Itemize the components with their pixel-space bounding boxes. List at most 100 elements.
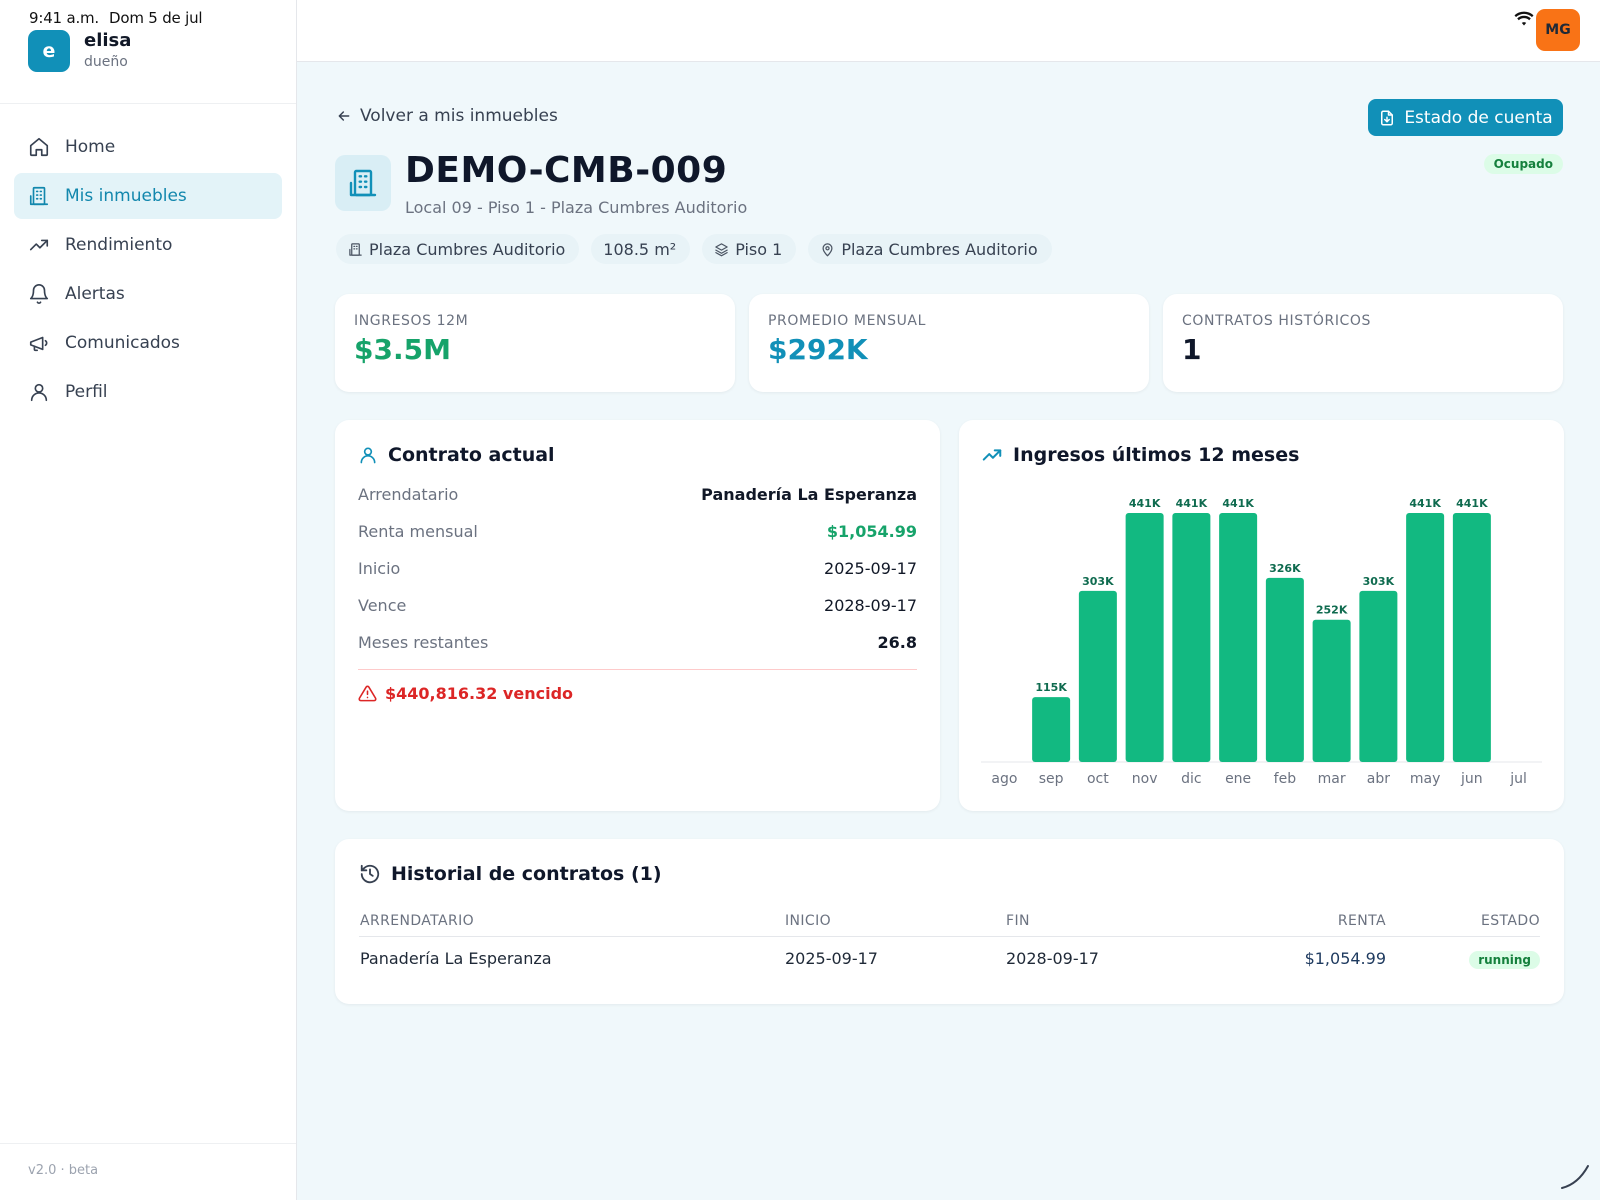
sidebar-item-label: Home	[65, 137, 116, 157]
bell-icon	[29, 284, 49, 305]
cell-start: 2025-09-17	[785, 949, 878, 968]
stat-label: CONTRATOS HISTÓRICOS	[1182, 313, 1372, 329]
row-value: 26.8	[877, 633, 917, 652]
stat-card-income: INGRESOS 12M $3.5M	[335, 294, 735, 392]
arrow-left-icon	[338, 111, 350, 121]
sidebar-item-home[interactable]: Home	[14, 124, 282, 170]
contract-row-end: Vence 2028-09-17	[358, 587, 917, 624]
top-bar: MG	[297, 0, 1600, 62]
building-icon	[29, 186, 49, 206]
file-download-icon	[1381, 110, 1394, 125]
contract-row-start: Inicio 2025-09-17	[358, 550, 917, 587]
contract-history-card: Historial de contratos (1) ARRENDATARIO …	[335, 839, 1564, 1004]
divider	[358, 669, 917, 670]
sidebar-item-label: Comunicados	[65, 333, 180, 353]
chart-bar-abr[interactable]	[1359, 590, 1398, 762]
chart-bar-sep[interactable]	[1032, 697, 1071, 762]
chart-bar-jun[interactable]	[1452, 513, 1491, 762]
sidebar-item-rendimiento[interactable]: Rendimiento	[14, 222, 282, 268]
chart-bar-may[interactable]	[1406, 513, 1445, 762]
column-header: ESTADO	[1481, 913, 1540, 929]
trending-up-icon	[29, 239, 49, 251]
card-title: Contrato actual	[358, 444, 917, 466]
sidebar-divider	[0, 103, 296, 104]
chip-area: 108.5 m²	[591, 234, 691, 264]
sidebar-item-alertas[interactable]: Alertas	[14, 271, 282, 317]
chart-bar-nov[interactable]	[1125, 513, 1164, 762]
user-avatar: e	[28, 30, 70, 72]
status-badge: running	[1469, 951, 1540, 969]
profile-avatar[interactable]: MG	[1536, 9, 1580, 51]
chart-bar-feb[interactable]	[1265, 577, 1304, 762]
back-link-label: Volver a mis inmuebles	[360, 106, 558, 126]
row-value: 2028-09-17	[824, 596, 917, 615]
sidebar-item-perfil[interactable]: Perfil	[14, 369, 282, 415]
current-contract-card: Contrato actual Arrendatario Panadería L…	[335, 420, 940, 811]
contract-row-tenant: Arrendatario Panadería La Esperanza	[358, 476, 917, 513]
back-link[interactable]: Volver a mis inmuebles	[336, 106, 558, 126]
history-table: ARRENDATARIO INICIO FIN RENTA ESTADO Pan…	[359, 905, 1540, 979]
chart-data-label: 115K	[1035, 681, 1067, 694]
row-label: Meses restantes	[358, 633, 489, 652]
sidebar-nav: Home Mis inmuebles Rendimiento Alertas C…	[14, 124, 282, 418]
overdue-alert: $440,816.32 vencido	[358, 684, 917, 703]
property-chips: Plaza Cumbres Auditorio 108.5 m² Piso 1 …	[336, 234, 1064, 264]
table-row[interactable]: Panadería La Esperanza 2025-09-17 2028-0…	[359, 937, 1540, 979]
overdue-amount: $440,816.32 vencido	[385, 684, 574, 703]
page-subtitle: Local 09 - Piso 1 - Plaza Cumbres Audito…	[405, 198, 748, 217]
sidebar-item-comunicados[interactable]: Comunicados	[14, 320, 282, 366]
chart-tick-label: oct	[1087, 771, 1109, 787]
home-indicator	[1561, 1165, 1589, 1189]
user-block[interactable]: e elisa dueño	[28, 30, 131, 72]
sidebar-divider	[0, 1143, 296, 1144]
contract-row-remaining: Meses restantes 26.8	[358, 624, 917, 661]
chart-tick-label: dic	[1181, 771, 1201, 787]
building-icon	[349, 242, 362, 256]
cell-rent: $1,054.99	[1304, 949, 1386, 968]
chart-data-label: 303K	[1082, 575, 1114, 588]
chip-label: Piso 1	[735, 239, 783, 259]
stat-card-contracts: CONTRATOS HISTÓRICOS 1	[1163, 294, 1563, 392]
user-icon	[360, 447, 376, 464]
row-label: Vence	[358, 596, 407, 615]
user-name: elisa	[84, 30, 132, 51]
home-icon	[29, 137, 49, 157]
layers-icon	[715, 242, 728, 256]
chip-location: Plaza Cumbres Auditorio	[808, 234, 1052, 264]
user-icon	[30, 383, 48, 402]
sidebar-item-mis-inmuebles[interactable]: Mis inmuebles	[14, 173, 282, 219]
card-title-label: Contrato actual	[388, 444, 555, 466]
sidebar: 9:41 a.m. Dom 5 de jul e elisa dueño Home…	[0, 0, 297, 1200]
chart-data-label: 441K	[1222, 497, 1254, 510]
status-bar-time: 9:41 a.m. Dom 5 de jul	[29, 9, 203, 27]
row-label: Arrendatario	[358, 485, 459, 504]
chip-building: Plaza Cumbres Auditorio	[336, 234, 580, 264]
chart-bar-mar[interactable]	[1312, 619, 1351, 762]
sidebar-item-label: Mis inmuebles	[65, 186, 187, 206]
chart-tick-label: abr	[1367, 771, 1390, 787]
stat-card-monthly-average: PROMEDIO MENSUAL $292K	[749, 294, 1149, 392]
chart-data-label: 303K	[1363, 575, 1395, 588]
table-header: ARRENDATARIO INICIO FIN RENTA ESTADO	[359, 905, 1540, 937]
chip-label: Plaza Cumbres Auditorio	[369, 239, 566, 259]
income-chart-card: Ingresos últimos 12 meses ago 115K sep 303K…	[959, 420, 1564, 811]
chart-data-label: 441K	[1129, 497, 1161, 510]
chart-tick-label: ene	[1225, 771, 1251, 787]
stat-label: PROMEDIO MENSUAL	[768, 313, 927, 329]
chart-bar-dic[interactable]	[1172, 513, 1211, 762]
history-icon	[360, 864, 380, 884]
row-label: Inicio	[358, 559, 401, 578]
stat-label: INGRESOS 12M	[354, 313, 469, 329]
chart-tick-label: jul	[1509, 771, 1527, 787]
megaphone-icon	[29, 336, 48, 352]
row-value: Panadería La Esperanza	[701, 485, 917, 504]
cell-status: running	[1469, 949, 1540, 969]
chart-tick-label: nov	[1132, 771, 1158, 787]
chart-bar-oct[interactable]	[1078, 590, 1117, 762]
trending-up-icon	[982, 449, 1002, 461]
stat-value: $3.5M	[354, 333, 451, 366]
chart-bar-ene[interactable]	[1219, 513, 1258, 762]
stat-value: 1	[1182, 333, 1202, 366]
statement-button[interactable]: Estado de cuenta	[1368, 99, 1563, 136]
building-icon	[349, 169, 377, 197]
